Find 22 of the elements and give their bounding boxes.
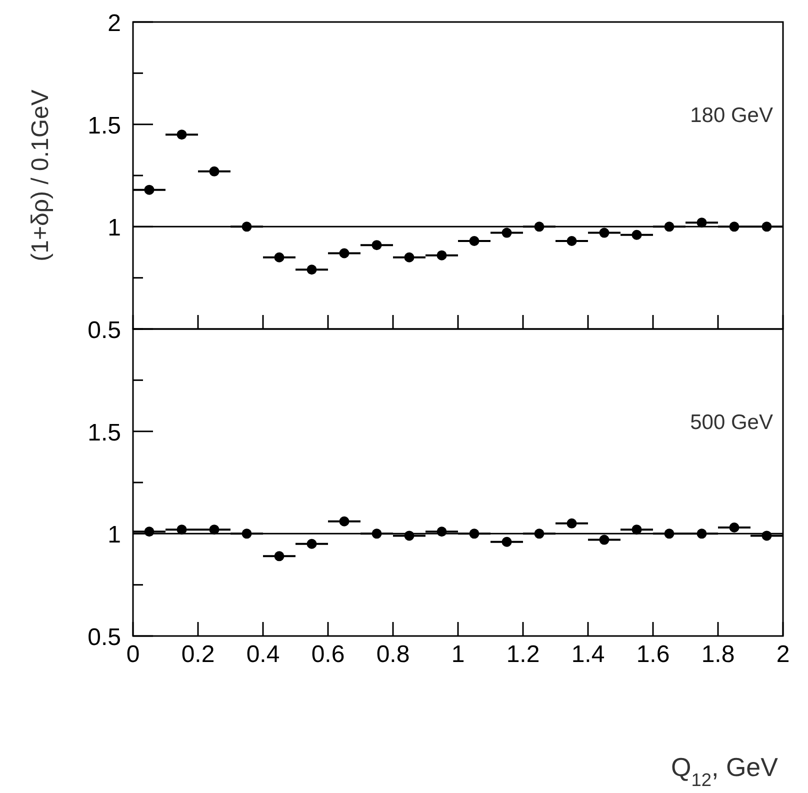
x-tick-label: 1.6: [636, 641, 670, 668]
x-tick-label: 2: [776, 641, 790, 668]
y-tick-label: 1.5: [88, 419, 121, 446]
y-tick-label: 1.5: [88, 112, 121, 140]
y-axis-title: (1+δρ) / 0.1GeV: [27, 90, 54, 262]
x-axis-title: Q$_{12}$, GeV: [671, 752, 779, 790]
x-tick-label: 1.8: [701, 641, 735, 668]
y-tick-label: 2: [108, 10, 121, 37]
x-tick-label: 0.8: [376, 641, 410, 668]
x-tick-label: 0.2: [181, 641, 215, 668]
y-tick-label: 1: [108, 214, 121, 242]
annotation: 500 GeV: [690, 411, 773, 434]
x-tick-label: 1.4: [571, 641, 605, 668]
x-tick-label: 0.4: [246, 641, 280, 668]
x-tick-label: 0: [126, 641, 140, 668]
x-tick-label: 1.2: [506, 641, 540, 668]
y-tick-label: 1: [108, 522, 121, 549]
y-tick-label: 0.5: [88, 624, 121, 651]
y-tick-label: 0.5: [88, 317, 121, 344]
x-tick-label: 0.6: [311, 641, 345, 668]
annotation: 180 GeV: [690, 104, 773, 127]
x-tick-label: 1: [451, 641, 465, 668]
